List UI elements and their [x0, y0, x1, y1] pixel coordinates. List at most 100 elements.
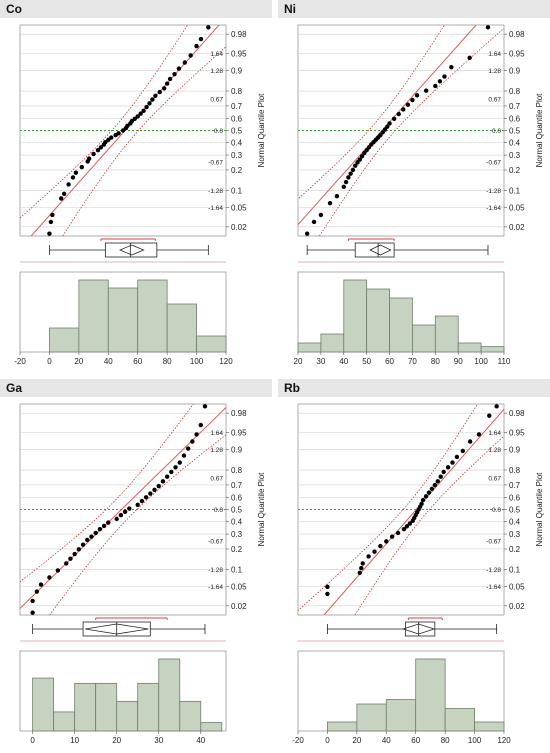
- quantile-tick-label: 0.8: [509, 87, 521, 96]
- chart-rb: Rb 0.98 0.95 0.9 0.8 0.7 0.6 0.5 0.4 0.3 0.2 0.1 0.0…: [278, 379, 550, 745]
- quantile-tick-label: 0.9: [231, 445, 243, 454]
- x-tick-label: 90: [454, 357, 463, 366]
- quantile-point: [487, 413, 492, 418]
- quantile-point: [176, 66, 182, 71]
- quantile-point: [385, 124, 390, 129]
- quantile-point: [441, 469, 446, 475]
- quantile-point: [106, 520, 111, 525]
- quantile-point: [410, 97, 415, 103]
- z-tick-label: -1.64: [486, 584, 501, 591]
- quantile-point: [467, 439, 473, 444]
- quantile-point: [64, 561, 69, 566]
- mean-diamond: [85, 623, 149, 635]
- quantile-point: [143, 495, 149, 500]
- quantile-tick-label: 0.2: [231, 166, 243, 175]
- quantile-point: [185, 446, 191, 451]
- quantile-plot-frame: [19, 403, 227, 616]
- x-tick-label: 10: [70, 736, 79, 745]
- quantile-point: [103, 140, 108, 145]
- y-axis-label: Normal Quantile Plot: [257, 472, 266, 547]
- histogram-bar: [32, 677, 55, 732]
- histogram-bar: [474, 721, 505, 732]
- z-tick-label: 1.28: [210, 447, 223, 454]
- z-tick-label: 0.67: [210, 97, 223, 104]
- quantile-point: [34, 589, 40, 594]
- panel-ga: Ga 0.98 0.95 0.9 0.8 0.7 0.6 0.5 0.4 0.3 0.2 0.1 0.0…: [0, 379, 272, 753]
- z-tick-label: 0.0: [214, 507, 223, 514]
- quantile-point: [387, 121, 392, 126]
- quantile-point: [325, 584, 330, 590]
- quantile-point: [391, 116, 397, 121]
- quantile-point: [311, 219, 317, 225]
- quantile-point: [73, 170, 79, 175]
- quantile-point: [72, 551, 77, 557]
- x-tick-label: 100: [468, 736, 482, 745]
- quantile-point: [80, 542, 86, 547]
- y-axis-label: Normal Quantile Plot: [535, 472, 544, 547]
- quantile-point: [206, 25, 211, 30]
- histogram-bar: [434, 315, 459, 353]
- quantile-tick-label: 0.3: [509, 151, 521, 160]
- quantile-point: [357, 157, 362, 162]
- histogram-bar: [179, 700, 202, 732]
- quantile-point: [454, 454, 460, 460]
- quantile-point: [144, 104, 149, 110]
- mean-diamond: [369, 244, 392, 256]
- quantile-tick-label: 0.1: [231, 566, 243, 575]
- quantile-point: [445, 465, 451, 470]
- confidence-band-lower: [298, 404, 478, 612]
- z-tick-label: 0.0: [492, 128, 501, 135]
- quantile-point: [70, 175, 76, 180]
- quantile-point: [139, 498, 145, 504]
- z-tick-label: 0.67: [488, 476, 501, 483]
- quantile-point: [152, 487, 157, 493]
- z-tick-label: -0.67: [208, 538, 223, 545]
- histogram-bar: [49, 327, 80, 353]
- quantile-point: [435, 479, 440, 484]
- quantile-tick-label: 0.2: [231, 545, 243, 554]
- quantile-point: [360, 561, 365, 566]
- quantile-tick-label: 0.95: [509, 428, 525, 437]
- z-tick-label: 1.28: [488, 68, 501, 75]
- panel-rb: Rb 0.98 0.95 0.9 0.8 0.7 0.6 0.5 0.4 0.3 0.2 0.1 0.0…: [278, 379, 550, 753]
- quantile-plot-area: [298, 25, 504, 236]
- chart-title: Rb: [284, 381, 300, 395]
- histogram-bar: [158, 658, 181, 732]
- quantile-point: [450, 460, 455, 465]
- z-tick-label: 1.64: [210, 430, 223, 437]
- quantile-point: [120, 128, 126, 133]
- quantile-point: [30, 610, 35, 615]
- quantile-tick-label: 0.1: [509, 566, 521, 575]
- z-tick-label: 1.64: [210, 51, 223, 58]
- histogram-bar: [137, 279, 168, 353]
- quantile-point: [414, 93, 420, 98]
- z-tick-label: -1.28: [208, 567, 223, 574]
- quantile-tick-label: 0.4: [509, 138, 521, 147]
- y-axis-label: Normal Quantile Plot: [535, 93, 544, 168]
- quantile-point: [419, 501, 424, 507]
- confidence-band-upper: [354, 435, 504, 615]
- histogram-bar: [343, 279, 368, 353]
- quantile-tick-label: 0.05: [509, 583, 525, 592]
- chart-ni: Ni 0.98 0.95 0.9 0.8 0.7 0.6 0.5 0.4 0.3 0.2 0.1 0.0…: [278, 0, 550, 366]
- chart-co: Co 0.98 0.95 0.9 0.8 0.7 0.6 0.5 0.4 0.3 0.2 0.1 0.0…: [0, 0, 272, 366]
- x-tick-label: 60: [411, 736, 420, 745]
- z-tick-label: -0.67: [486, 159, 501, 166]
- quantile-tick-label: 0.3: [509, 530, 521, 539]
- quantile-tick-label: 0.6: [231, 115, 243, 124]
- quantile-point: [47, 575, 52, 580]
- quantile-tick-label: 0.6: [509, 494, 521, 503]
- x-tick-label: 40: [196, 736, 205, 745]
- histogram-bar: [297, 342, 322, 353]
- x-tick-label: -20: [292, 736, 304, 745]
- mean-diamond: [401, 623, 436, 635]
- quantile-point: [476, 432, 482, 437]
- histogram-bar: [78, 279, 109, 353]
- quantile-tick-label: 0.02: [231, 602, 247, 611]
- quantile-point: [420, 497, 426, 503]
- quantile-plot-frame: [297, 403, 505, 616]
- quantile-point: [114, 516, 119, 522]
- quantile-point: [401, 107, 406, 112]
- quantile-point: [467, 55, 472, 61]
- quantile-point: [116, 131, 121, 136]
